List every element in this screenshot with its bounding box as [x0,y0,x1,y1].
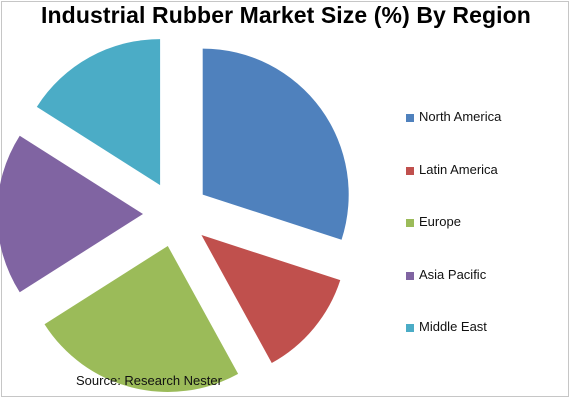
pie-slice-middle-east [36,39,161,186]
legend-label: North America [419,109,502,124]
source-note: Source: Research Nester [76,373,222,388]
legend-label: Europe [419,214,461,229]
pie-slice-latin-america [201,235,341,363]
legend-swatch [406,114,414,122]
legend-item: Asia Pacific [406,266,566,319]
legend-item: Europe [406,213,566,266]
legend-item: Latin America [406,161,566,214]
legend-swatch [406,219,414,227]
legend-item: North America [406,108,566,161]
legend-label: Latin America [419,161,498,177]
legend-swatch [406,166,414,175]
legend-swatch [406,271,414,280]
chart-title: Industrial Rubber Market Size (%) By Reg… [41,2,531,28]
chart-legend: North America Latin America Europe Asia Pac… [406,108,566,371]
legend-label: Middle East [419,319,487,334]
pie-slice-north-america [202,48,349,240]
pie-slice-asia-pacific [0,135,143,293]
pie-slice-europe [44,245,239,392]
legend-swatch [406,324,414,332]
legend-item: Middle East [406,318,566,371]
legend-label: Asia Pacific [419,266,487,282]
